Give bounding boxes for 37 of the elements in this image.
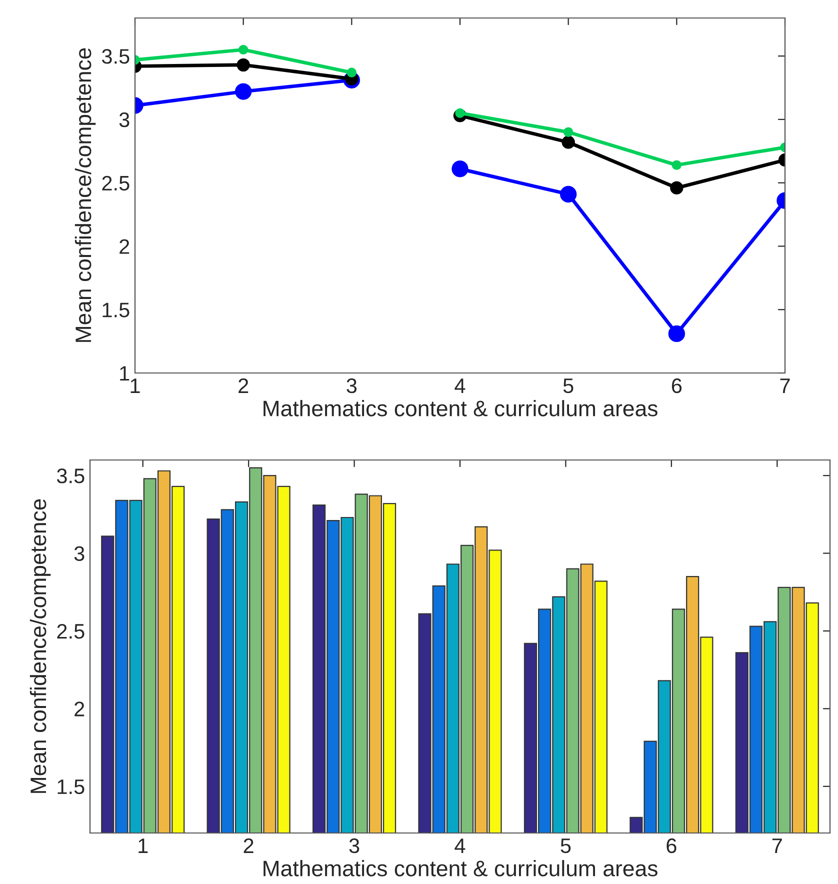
- y-tick-label: 3.5: [56, 468, 84, 484]
- y-axis-title: Mean confidence/competence: [30, 499, 51, 793]
- x-tick-label: 2: [238, 378, 248, 393]
- x-tick-label: 4: [454, 838, 466, 853]
- point: [562, 136, 575, 149]
- x-tick-label: 3: [346, 378, 357, 394]
- y-tick-label: 3.5: [102, 49, 130, 64]
- x-tick-label: 6: [666, 838, 676, 854]
- x-tick-label: 1: [130, 378, 140, 393]
- x-axis-title: Mathematics content & curriculum areas: [264, 860, 658, 876]
- x-tick-label: 1: [138, 838, 148, 853]
- y-tick-label: 3: [119, 112, 130, 128]
- x-tick-label: 5: [563, 378, 574, 394]
- x-tick-label: 4: [454, 378, 466, 393]
- y-tick-label: 2.5: [102, 176, 130, 191]
- y-tick-label: 1.5: [102, 302, 130, 318]
- point: [668, 325, 685, 342]
- point: [563, 127, 574, 137]
- y-tick-label: 2: [74, 702, 84, 716]
- x-axis-title: Mathematics content & curriculum areas: [264, 400, 658, 416]
- point: [235, 83, 252, 100]
- x-tick-label: 7: [780, 378, 790, 393]
- y-tick-label: 1: [120, 366, 130, 381]
- point: [452, 160, 468, 178]
- x-tick-label: 5: [560, 838, 571, 854]
- x-tick-label: 6: [672, 378, 682, 394]
- y-tick-label: 3: [74, 546, 84, 562]
- x-tick-label: 3: [349, 838, 360, 854]
- point: [346, 68, 357, 78]
- point: [560, 186, 577, 203]
- y-tick-label: 1.5: [58, 780, 84, 794]
- y-tick-label: 2.5: [57, 624, 84, 639]
- x-tick-label: 7: [772, 838, 782, 853]
- point: [455, 108, 465, 118]
- y-axis-title: Mean confidence/competence: [74, 48, 96, 342]
- x-tick-label: 2: [244, 838, 254, 853]
- y-tick-label: 2: [120, 239, 130, 254]
